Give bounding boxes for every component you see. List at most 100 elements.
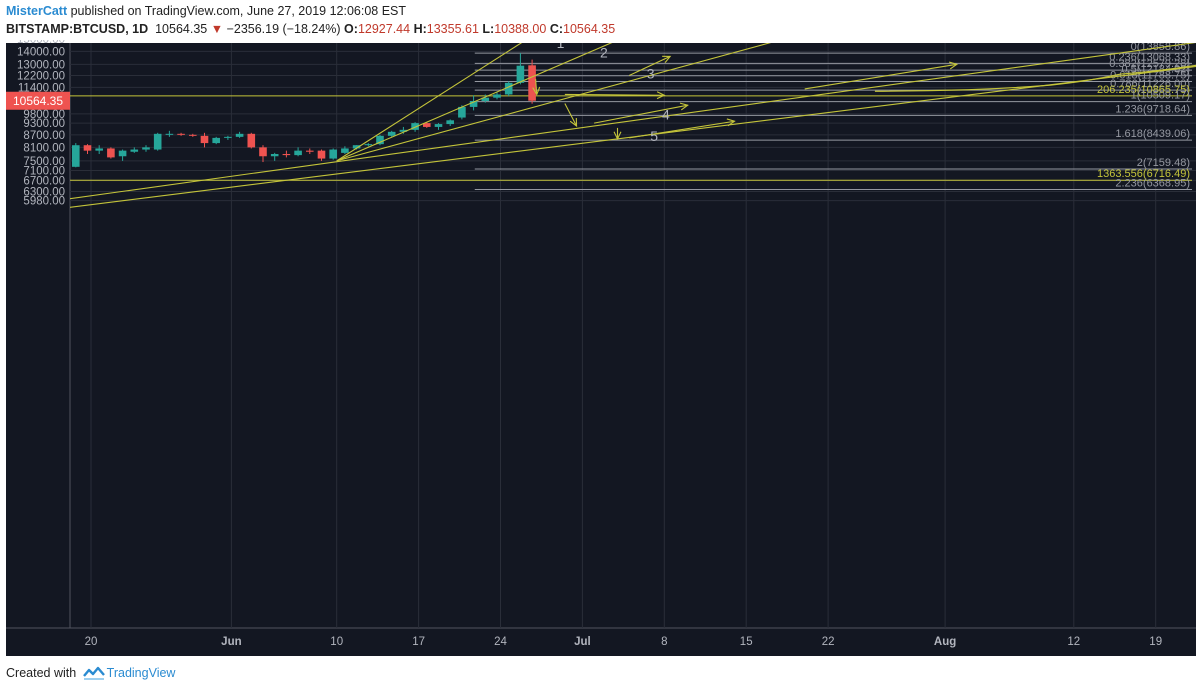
time-tick-label: 15 xyxy=(740,636,753,648)
candle-body xyxy=(142,147,150,150)
time-tick-label: 22 xyxy=(822,636,835,648)
trendline xyxy=(336,43,772,162)
time-tick-label: Jun xyxy=(221,636,241,648)
arrow-head xyxy=(532,86,541,96)
time-tick-label: 20 xyxy=(85,636,98,648)
candle-body xyxy=(341,148,349,153)
time-tick-label: 24 xyxy=(494,636,507,648)
price-tick-label: 6700.00 xyxy=(23,176,65,188)
time-tick-label: Aug xyxy=(934,636,956,648)
fib-label: 1363.556(6716.49) xyxy=(1097,168,1190,180)
candle-body xyxy=(516,65,525,83)
high-label: H: xyxy=(413,22,427,36)
trendlines: 1 2 3 45 xyxy=(70,43,1196,208)
current-price-tag: 10564.35 xyxy=(6,91,70,110)
candle-body xyxy=(376,135,384,145)
fib-levels: 0(13858.86)0.236(13068.33)0.382(12579.28… xyxy=(70,41,1192,191)
candle-body xyxy=(259,147,267,157)
candle-body xyxy=(294,150,302,156)
arrow-line xyxy=(535,79,538,95)
price-tick-label: 15000.00 xyxy=(17,40,65,46)
projection-path xyxy=(874,64,1196,92)
candle-body xyxy=(305,150,314,152)
price-tick-label: 7500.00 xyxy=(23,156,65,168)
candle-body xyxy=(95,148,103,151)
open-value: 12927.44 xyxy=(357,22,411,36)
candle-body xyxy=(224,136,232,138)
close-value: 10564.35 xyxy=(563,22,616,36)
candle-body xyxy=(481,97,490,101)
candle-body xyxy=(411,123,419,130)
time-tick-label: Jul xyxy=(574,636,591,648)
fib-label: 1.618(8439.06) xyxy=(1115,128,1190,140)
candle-body xyxy=(458,106,466,118)
candle-body xyxy=(165,133,174,135)
price-change: −2356.19 (−18.24%) xyxy=(226,22,341,36)
arrow-head xyxy=(662,55,672,63)
candle-body xyxy=(399,129,408,132)
candle-body xyxy=(446,120,454,125)
author-name[interactable]: MisterCatt xyxy=(6,4,68,18)
candle-body xyxy=(270,153,279,157)
candle-body xyxy=(329,149,337,159)
time-tick-label: 10 xyxy=(330,636,343,648)
tradingview-brand[interactable]: TradingView xyxy=(106,666,176,680)
price-tick-label: 8100.00 xyxy=(23,142,65,154)
fib-label: 0.382(12579.28) xyxy=(1109,58,1190,70)
arrow-line xyxy=(564,93,665,96)
candle-body xyxy=(352,145,361,149)
down-triangle-icon: ▼ xyxy=(210,22,224,36)
arrow-line xyxy=(593,104,688,124)
fib-label: 206.235(10865.75) xyxy=(1097,84,1190,96)
price-chart[interactable]: 0(13858.86)0.236(13068.33)0.382(12579.28… xyxy=(0,40,1203,656)
price-tick-label: 7100.00 xyxy=(23,165,65,177)
candle-body xyxy=(212,137,220,144)
candle-body xyxy=(118,150,127,157)
candle-body xyxy=(364,144,373,146)
candle-body xyxy=(107,148,115,158)
price-tick-label: 11400.00 xyxy=(18,82,65,94)
last-price: 10564.35 xyxy=(155,22,208,36)
low-value: 10388.00 xyxy=(494,22,547,36)
price-tick-label: 5980.00 xyxy=(23,196,65,208)
open-label: O: xyxy=(344,22,358,36)
candle-body xyxy=(282,153,291,156)
candle-body xyxy=(317,150,326,159)
trendline xyxy=(70,43,1196,200)
trendline-number: 2 xyxy=(600,45,608,61)
publish-text: published on TradingView.com, June 27, 2… xyxy=(70,4,407,18)
time-axis[interactable] xyxy=(6,628,1196,656)
candle-body xyxy=(422,123,431,127)
price-tag-label: 10564.35 xyxy=(13,94,63,108)
low-label: L: xyxy=(482,22,495,36)
arrow-head xyxy=(726,118,736,127)
candle-body xyxy=(71,145,80,167)
candle-body xyxy=(177,133,185,135)
time-tick-label: 19 xyxy=(1149,636,1162,648)
tradingview-logo-icon xyxy=(82,666,105,680)
price-tick-label: 12200.00 xyxy=(17,70,65,82)
time-axis-labels: 20 Jun 10 17 24 Jul 8 15 22 Aug 12 19 xyxy=(85,636,1162,648)
candle-body xyxy=(188,134,197,136)
price-axis-labels: 15000.0014000.0013000.0012200.0011400.00… xyxy=(17,40,65,208)
trendline-number: 5 xyxy=(650,128,658,144)
candlesticks xyxy=(71,53,536,168)
price-tick-label: 14000.00 xyxy=(17,46,65,58)
price-axis[interactable] xyxy=(6,43,70,628)
candle-body xyxy=(247,133,256,148)
fib-label: 2(7159.48) xyxy=(1137,157,1190,169)
plot-area[interactable] xyxy=(70,43,1196,628)
price-tick-label: 13000.00 xyxy=(17,59,65,71)
fib-label: 0(13858.86) xyxy=(1131,41,1190,53)
arrow-head xyxy=(569,117,578,128)
publish-info: MisterCatt published on TradingView.com,… xyxy=(6,4,406,18)
fib-label: 0.236(13068.33) xyxy=(1109,51,1190,63)
arrow-line xyxy=(628,55,671,76)
candle-body xyxy=(153,133,162,150)
candle-body xyxy=(200,135,209,144)
candle-body xyxy=(504,82,513,95)
price-tick-label: 6300.00 xyxy=(23,186,65,198)
fib-label: 1(10509.17) xyxy=(1131,90,1190,102)
price-tag-bg xyxy=(6,91,70,110)
arrow-line xyxy=(564,103,578,127)
